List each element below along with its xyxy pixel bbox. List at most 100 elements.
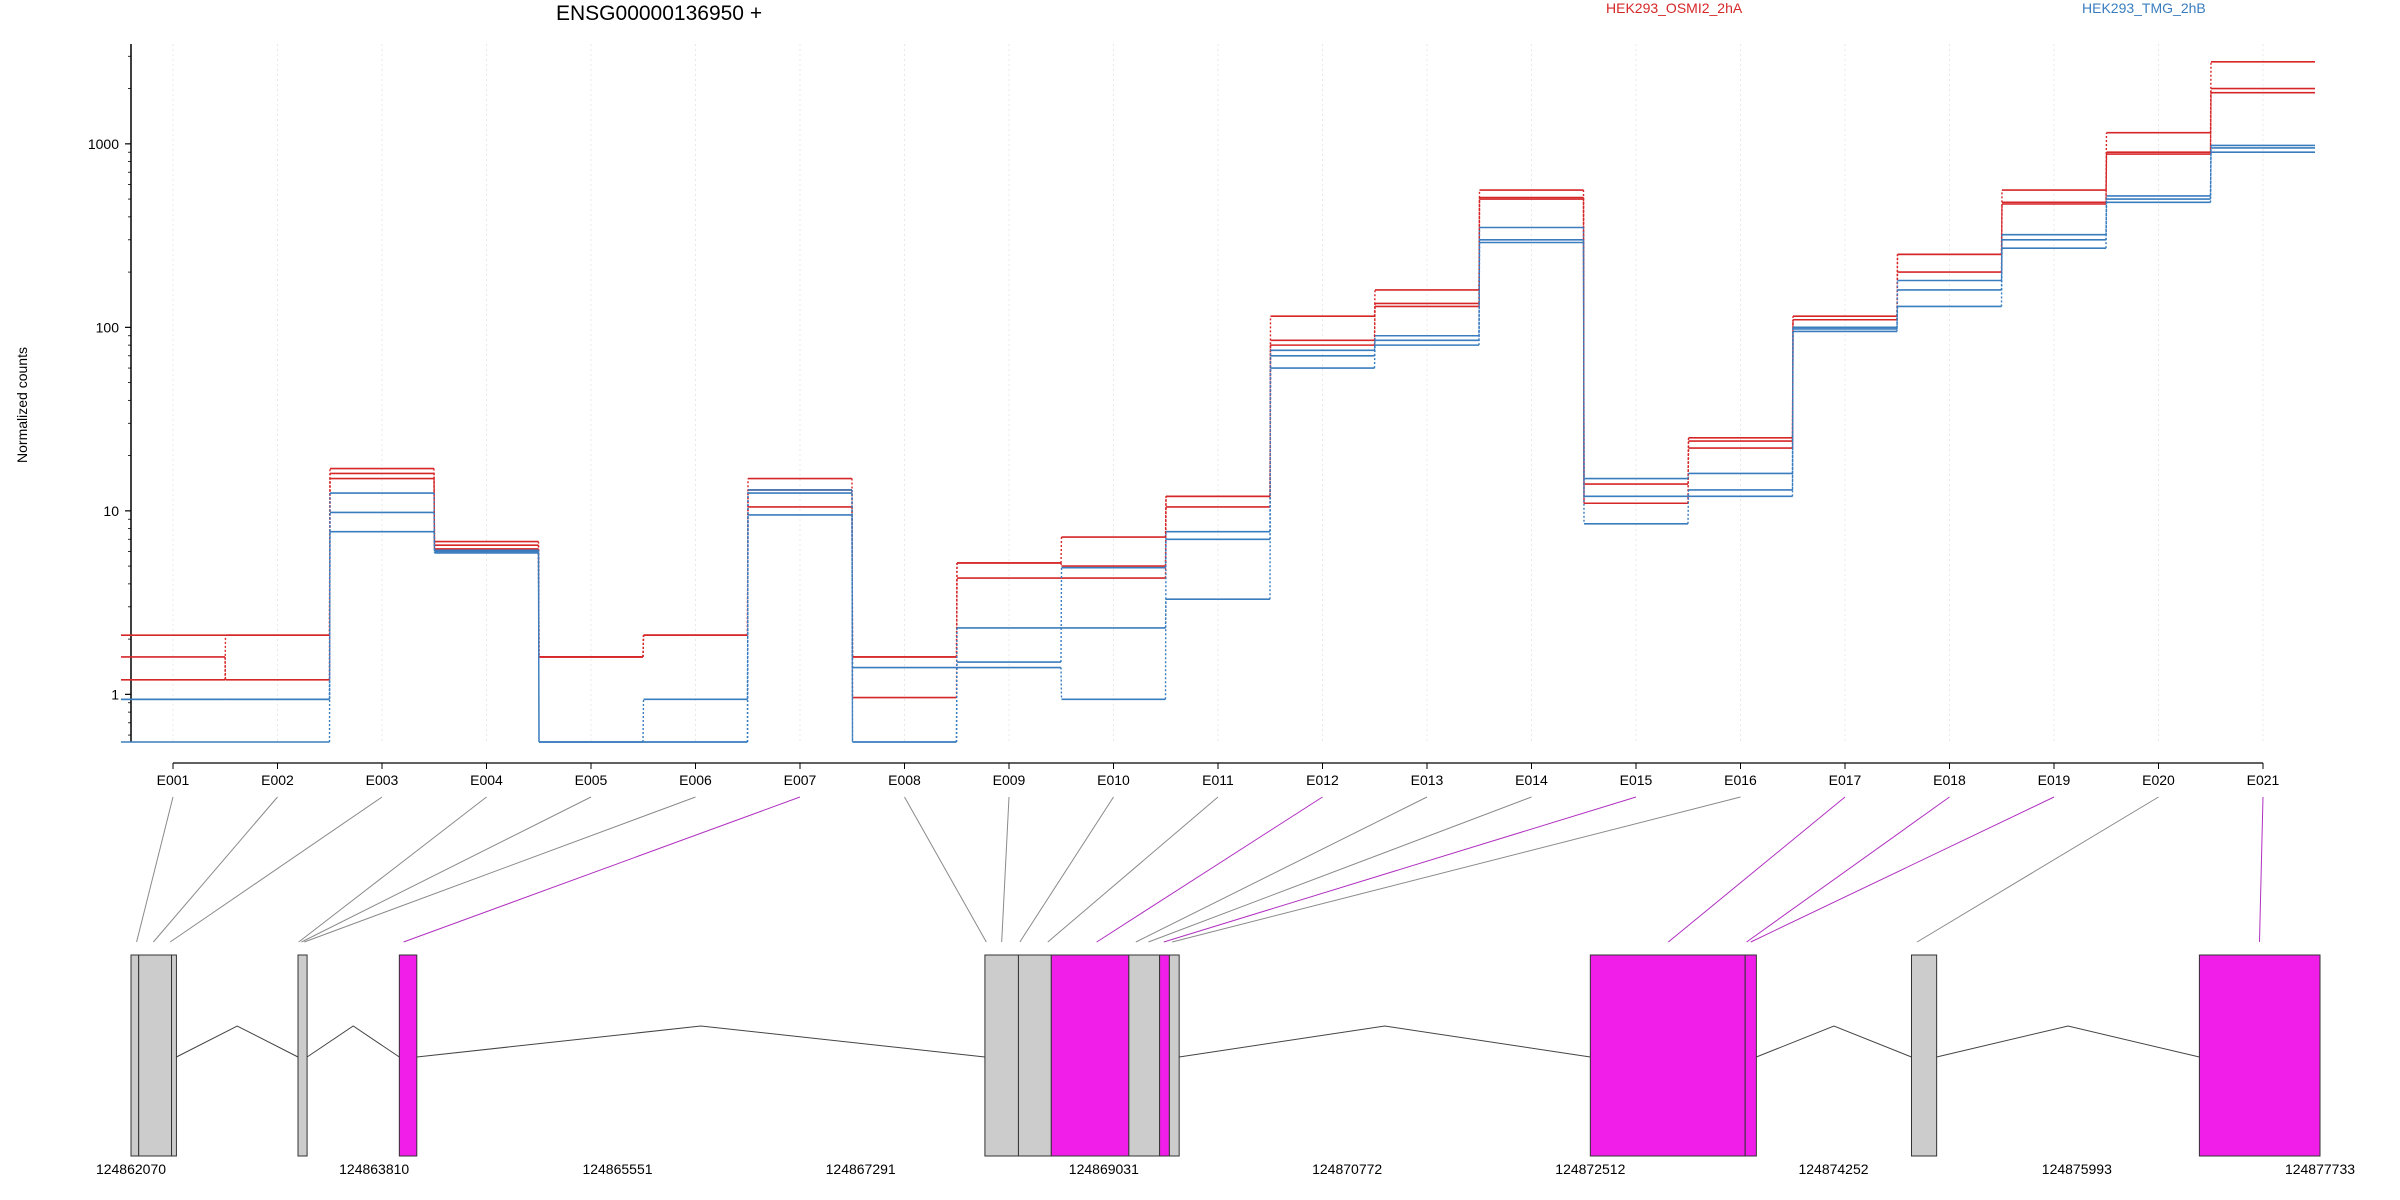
series-transition <box>224 635 227 680</box>
series-transition <box>328 512 331 700</box>
x-tick-label: E020 <box>2142 772 2175 788</box>
series-transition <box>1687 489 1690 524</box>
series-transition <box>1373 335 1376 356</box>
series-transition <box>642 635 645 657</box>
exon-link-line <box>1746 796 1950 943</box>
x-tick-label: E012 <box>1306 772 1339 788</box>
genomic-coordinate-label: 124867291 <box>826 1161 896 1177</box>
series-transition <box>1373 340 1376 351</box>
genomic-coordinate-label: 124872512 <box>1555 1161 1625 1177</box>
series-transition <box>1373 306 1376 341</box>
legend-entry-tmg: HEK293_TMG_2hB <box>2082 0 2206 16</box>
genomic-coordinate-label: 124865551 <box>582 1161 652 1177</box>
chart-title: ENSG00000136950 + <box>556 2 763 25</box>
exon-link-line <box>304 796 696 943</box>
series-transition <box>2105 199 2108 235</box>
series-transition <box>1478 227 1481 341</box>
exon-block <box>1168 954 1180 1157</box>
exon-link-line <box>403 796 801 943</box>
exon-block <box>171 954 177 1157</box>
series-transition <box>1478 242 1481 336</box>
genomic-coordinate-label: 124862070 <box>96 1161 166 1177</box>
exon-link-line <box>169 796 383 943</box>
series-transition <box>1791 328 1794 490</box>
exon-block <box>130 954 140 1157</box>
series-transition <box>1791 331 1794 497</box>
series-transition <box>2209 88 2212 153</box>
x-tick-label: E011 <box>1202 772 1234 788</box>
exon-block <box>297 954 308 1157</box>
series-transition <box>1791 327 1794 474</box>
series-transition <box>746 489 749 743</box>
series-transition <box>2105 152 2108 203</box>
series-transition <box>2209 147 2212 196</box>
x-tick-label: E018 <box>1933 772 1966 788</box>
series-transition <box>224 656 227 680</box>
exon-link-line <box>1135 796 1428 943</box>
x-tick-label: E008 <box>888 772 921 788</box>
y-tick-label: 1000 <box>88 136 119 152</box>
x-tick-label: E021 <box>2247 772 2280 788</box>
genomic-coordinate-label: 124870772 <box>1312 1161 1382 1177</box>
exon-link-line <box>1668 796 1846 943</box>
intron-line <box>1936 1025 2200 1058</box>
series-transition <box>2000 248 2003 307</box>
series-transition <box>851 514 854 743</box>
series-transition <box>328 531 331 743</box>
x-tick-label: E016 <box>1724 772 1757 788</box>
series-transition <box>642 635 645 657</box>
genomic-coordinate-label: 124875993 <box>2042 1161 2112 1177</box>
series-transition <box>1687 473 1690 479</box>
exon-block <box>1128 954 1161 1157</box>
series-transition <box>1582 227 1585 479</box>
exon-link-line <box>1001 796 1010 943</box>
series-transition <box>2209 145 2212 200</box>
x-tick-label: E010 <box>1097 772 1130 788</box>
x-tick-label: E017 <box>1829 772 1862 788</box>
legend-entry-osmi2: HEK293_OSMI2_2hA <box>1606 0 1743 16</box>
intron-line <box>416 1025 985 1058</box>
series-transition <box>642 699 645 743</box>
exon-block <box>984 954 1019 1157</box>
series-transition <box>1269 350 1272 540</box>
exon-link-line <box>136 796 174 943</box>
exon-link-line <box>1096 796 1323 943</box>
exon-link-line <box>298 796 487 943</box>
series-transition <box>1060 567 1063 663</box>
exon-link-line <box>1047 796 1219 943</box>
x-tick-label: E013 <box>1411 772 1444 788</box>
x-tick-label: E003 <box>366 772 399 788</box>
exon-link-line <box>1172 796 1741 943</box>
series-transition <box>955 627 958 743</box>
exon-link-line <box>2258 796 2264 943</box>
x-tick-label: E004 <box>470 772 503 788</box>
exon-link-line <box>301 796 592 943</box>
exon-link-line <box>1163 796 1637 943</box>
exon-highlighted <box>1050 954 1130 1157</box>
exon-highlighted <box>398 954 418 1157</box>
intron-line <box>176 1025 299 1058</box>
x-tick-label: E009 <box>993 772 1026 788</box>
exon-link-line <box>1750 796 2055 943</box>
series-transition <box>1060 562 1063 567</box>
series-transition <box>1060 537 1063 563</box>
series-6 <box>121 144 2315 743</box>
genomic-coordinate-label: 124869031 <box>1069 1161 1139 1177</box>
x-tick-label: E005 <box>575 772 608 788</box>
genomic-coordinate-label: 124877733 <box>2285 1161 2355 1177</box>
exon-link-line <box>152 796 278 943</box>
exon-highlighted <box>1744 954 1757 1157</box>
x-tick-label: E006 <box>679 772 712 788</box>
exon-link-line <box>1916 796 2159 943</box>
intron-line <box>306 1025 400 1058</box>
y-tick-label: 1 <box>111 686 119 702</box>
series-transition <box>2105 154 2108 205</box>
exon-highlighted <box>2198 954 2321 1157</box>
genomic-coordinate-label: 124863810 <box>339 1161 409 1177</box>
exon-block <box>1017 954 1052 1157</box>
x-tick-label: E019 <box>2038 772 2071 788</box>
series-transition <box>955 662 958 743</box>
x-tick-label: E014 <box>1515 772 1548 788</box>
